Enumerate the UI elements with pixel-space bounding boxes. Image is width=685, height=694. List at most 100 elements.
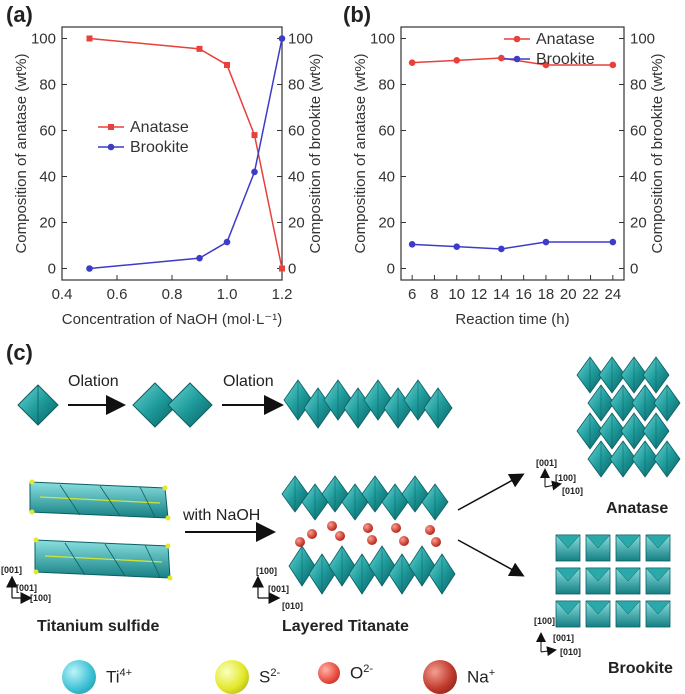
brookite-face: [585, 534, 611, 549]
y-tick-label-right: 40: [288, 169, 305, 186]
legend-ti-label: Ti4+: [106, 666, 133, 687]
y-axis-label-right: Composition of brookite (wt%): [649, 53, 666, 253]
y-tick-label-left: 0: [387, 261, 395, 278]
anatase-octahedron: [576, 412, 604, 450]
layer-bottom-octahedron: [368, 545, 396, 587]
anatase-octahedron: [631, 440, 659, 478]
panel-label-b: (b): [343, 2, 372, 27]
layer-top-octahedron: [381, 483, 409, 521]
anatase-octahedron: [609, 384, 637, 422]
anatase-structure: [576, 356, 681, 478]
layer-bottom-octahedron: [348, 553, 376, 595]
brookite-octahedron: [555, 567, 581, 595]
chart-b: 0 0 20 20 40 40 60 60 80 80 100 100 6 8 10 12 14 16 18 20 22…: [352, 26, 666, 328]
axis-label-br-001: [001]: [553, 633, 575, 643]
axis-label-ts-001a: [001]: [1, 565, 23, 575]
legend-ti: Ti4+: [62, 660, 132, 694]
y-tick-label-left: 80: [378, 77, 395, 94]
na-ion: [335, 531, 345, 541]
legend-label-anatase: Anatase: [536, 31, 595, 48]
with-naoh-label: with NaOH: [183, 507, 261, 524]
y-axis-label-left: Composition of anatase (wt%): [352, 53, 369, 253]
anatase-label: Anatase: [606, 500, 669, 517]
legend-label-anatase: Anatase: [130, 119, 189, 136]
brookite-face: [555, 534, 581, 549]
anatase-octahedron: [609, 440, 637, 478]
titanium-sulfide-label: Titanium sulfide: [37, 618, 160, 635]
na-ion: [363, 523, 373, 533]
series-line-brookite: [412, 241, 613, 250]
titanium-sulfide-structure: [29, 479, 173, 581]
x-tick-label: 1.2: [272, 286, 293, 303]
na-ball-icon: [423, 660, 457, 694]
chain-octahedron: [303, 387, 333, 429]
chain-octahedron: [403, 379, 433, 421]
octahedron-chain: [283, 379, 453, 429]
chain-octahedron: [423, 387, 453, 429]
layer-bottom-octahedron: [388, 553, 416, 595]
x-tick-label: 24: [605, 286, 622, 303]
data-point-brookite: [609, 238, 617, 246]
legend-s: S2-: [215, 660, 280, 694]
y-tick-label-right: 100: [288, 31, 313, 48]
brookite-octahedron: [555, 600, 581, 628]
brookite-octahedron: [645, 567, 671, 595]
legend-o: O2-: [318, 662, 373, 684]
na-ion: [425, 525, 435, 535]
y-tick-label-right: 20: [288, 215, 305, 232]
data-point-anatase: [196, 45, 203, 52]
brookite-face: [615, 567, 641, 582]
x-tick-label: 0.4: [52, 286, 73, 303]
axis-label-an-001: [001]: [536, 458, 558, 468]
axis-label-ts-001b: [001]: [16, 583, 38, 593]
brookite-face: [585, 600, 611, 615]
anatase-octahedron: [587, 440, 615, 478]
layer-top-octahedron: [281, 475, 309, 513]
y-tick-label-left: 100: [370, 31, 395, 48]
data-point-anatase: [408, 59, 416, 66]
x-tick-label: 18: [538, 286, 555, 303]
brookite-octahedron: [585, 600, 611, 628]
x-tick-label: 1.0: [217, 286, 238, 303]
layer-top-octahedron: [321, 475, 349, 513]
anatase-octahedron: [598, 412, 626, 450]
y-axis-label-left: Composition of anatase (wt%): [13, 53, 30, 253]
chain-octahedron: [323, 379, 353, 421]
x-tick-label: 12: [471, 286, 488, 303]
axis-label-br-010: [010]: [560, 647, 582, 657]
data-point-anatase: [251, 132, 258, 139]
layered-titanate-label: Layered Titanate: [282, 618, 409, 635]
legend-label-brookite: Brookite: [536, 51, 595, 68]
legend-na-label: Na+: [467, 666, 496, 687]
layer-bottom-octahedron: [308, 553, 336, 595]
y-tick-label-right: 60: [288, 123, 305, 140]
layer-top-octahedron: [401, 475, 429, 513]
y-tick-label-left: 0: [48, 261, 56, 278]
data-point-brookite: [251, 168, 258, 176]
y-tick-label-left: 60: [39, 123, 56, 140]
anatase-octahedron: [653, 384, 681, 422]
anatase-octahedron: [620, 412, 648, 450]
y-tick-label-right: 100: [630, 31, 655, 48]
brookite-octahedron: [585, 534, 611, 562]
axis-label-an-010: [010]: [562, 486, 584, 496]
na-ion: [295, 537, 305, 547]
na-ion: [327, 521, 337, 531]
x-tick-label: 14: [493, 286, 510, 303]
brookite-octahedron: [645, 600, 671, 628]
data-point-anatase: [279, 265, 285, 272]
legend-s-label: S2-: [259, 666, 281, 687]
data-point-brookite: [498, 245, 505, 253]
chain-octahedron: [343, 387, 373, 429]
data-point-brookite: [86, 265, 93, 272]
data-point-anatase: [86, 35, 93, 42]
o-ball-icon: [318, 662, 340, 684]
na-ion: [399, 536, 409, 546]
layer-top-octahedron: [421, 483, 449, 521]
brookite-face: [555, 567, 581, 582]
na-ion: [391, 523, 401, 533]
x-axis-label: Reaction time (h): [455, 311, 569, 328]
anatase-octahedron: [576, 356, 604, 394]
single-octahedron: [17, 384, 59, 426]
chain-octahedron: [363, 379, 393, 421]
